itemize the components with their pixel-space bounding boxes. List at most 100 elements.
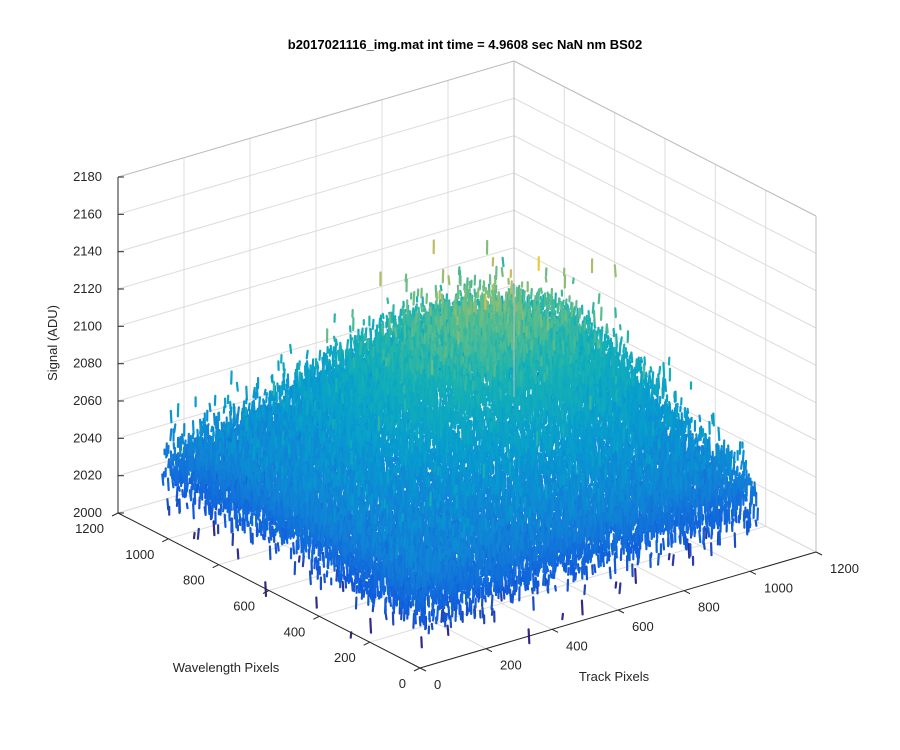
surface-point — [662, 383, 666, 398]
surface-point — [703, 455, 707, 464]
surface-point — [629, 377, 633, 388]
surface-point — [741, 449, 745, 464]
surface-point — [689, 440, 693, 454]
surface-point — [661, 422, 666, 432]
surface-point — [580, 355, 584, 362]
surface-point — [607, 361, 611, 369]
surface-point — [529, 287, 533, 300]
surface-point — [707, 527, 711, 538]
surface-point — [578, 323, 582, 333]
surface-point — [683, 423, 687, 433]
surface-point — [717, 426, 721, 442]
surface-point — [622, 354, 626, 366]
surface-point — [531, 306, 535, 313]
surface-point — [532, 299, 536, 311]
surface-point — [636, 428, 640, 437]
surface-point — [625, 431, 629, 442]
surface-point — [702, 437, 706, 444]
surface-point — [685, 538, 689, 551]
wall-grid-line — [117, 247, 515, 365]
surface-point — [655, 450, 660, 462]
surface-point — [560, 311, 564, 325]
surface-point — [688, 511, 693, 520]
surface-point — [522, 290, 526, 304]
surface-point — [571, 277, 575, 285]
surface-point — [743, 494, 747, 502]
surface-point — [661, 376, 665, 391]
surface-point — [613, 391, 617, 399]
surface-point — [615, 358, 619, 367]
surface-point — [595, 375, 599, 385]
surface-point — [546, 297, 550, 309]
surface-point — [671, 554, 675, 567]
surface-point — [624, 410, 628, 422]
surface-point — [539, 295, 543, 304]
surface-point — [639, 427, 643, 434]
surface-point — [584, 342, 588, 356]
surface-point — [582, 336, 586, 350]
wall-grid-line — [513, 209, 817, 366]
surface-point — [644, 371, 648, 378]
wall-grid-line — [513, 135, 817, 292]
surface-point — [473, 288, 477, 298]
surface-point — [746, 473, 751, 486]
surface-point — [713, 479, 717, 491]
surface-point — [720, 508, 724, 515]
surface-point — [566, 346, 570, 358]
surface-point — [687, 468, 692, 482]
surface-point — [613, 354, 617, 362]
surface-point — [587, 364, 591, 376]
surface-point — [696, 464, 700, 472]
surface-point — [705, 515, 709, 530]
surface-point — [557, 297, 561, 312]
surface-point — [612, 327, 616, 338]
surface-point — [581, 322, 584, 330]
surface-point — [648, 377, 652, 386]
surface-point — [669, 458, 673, 468]
surface-point — [698, 414, 702, 423]
surface-point — [639, 370, 643, 385]
surface-point — [695, 496, 699, 508]
surface-point — [708, 478, 712, 494]
surface-point — [530, 299, 534, 309]
surface-point — [684, 465, 688, 473]
surface-point — [704, 463, 708, 471]
wall-grid-line — [117, 97, 515, 215]
wall-grid-line — [513, 172, 817, 329]
surface-point — [733, 495, 737, 511]
surface-point — [596, 326, 600, 337]
surface-point — [666, 442, 670, 458]
surface-point — [713, 509, 717, 519]
surface-point — [649, 405, 653, 413]
surface-point — [605, 323, 609, 334]
surface-point — [678, 535, 682, 545]
surface-point — [439, 284, 443, 292]
surface-point — [617, 386, 621, 394]
surface-point — [556, 318, 561, 328]
surface-point — [671, 439, 675, 446]
surface-point — [692, 459, 696, 470]
surface-point — [536, 290, 540, 302]
surface-point — [659, 468, 663, 476]
wall-grid-line — [117, 209, 515, 327]
surface-point — [710, 519, 715, 530]
surface-point — [627, 355, 631, 371]
surface-point — [671, 449, 675, 462]
surface-point — [732, 467, 736, 475]
surface-point — [554, 292, 557, 309]
surface-point — [552, 314, 557, 325]
surface-point — [543, 292, 547, 301]
surface-point — [656, 383, 660, 395]
surface-point — [501, 256, 505, 268]
surface-point — [695, 433, 699, 444]
surface-point — [698, 529, 702, 544]
surface-point — [684, 433, 688, 442]
surface-point — [686, 505, 691, 513]
surface-point — [691, 516, 695, 527]
surface-point — [548, 293, 552, 306]
surface-point — [575, 314, 579, 330]
surface-point — [695, 487, 699, 495]
surface-point — [573, 325, 577, 337]
surface-point — [738, 482, 743, 492]
surface-point — [657, 419, 662, 429]
